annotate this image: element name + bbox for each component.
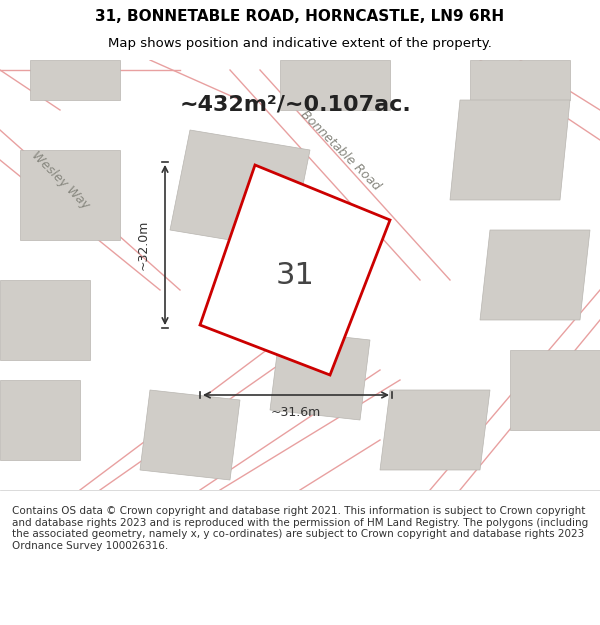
Polygon shape <box>280 60 390 110</box>
Polygon shape <box>510 350 600 430</box>
Polygon shape <box>30 60 120 100</box>
Text: 31: 31 <box>275 261 314 289</box>
Polygon shape <box>0 280 90 360</box>
Text: ~432m²/~0.107ac.: ~432m²/~0.107ac. <box>179 95 411 115</box>
Polygon shape <box>200 165 390 375</box>
Text: Wesley Way: Wesley Way <box>29 149 91 211</box>
Polygon shape <box>20 150 120 240</box>
Polygon shape <box>470 60 570 100</box>
Text: 31, BONNETABLE ROAD, HORNCASTLE, LN9 6RH: 31, BONNETABLE ROAD, HORNCASTLE, LN9 6RH <box>95 9 505 24</box>
Polygon shape <box>170 130 310 250</box>
Polygon shape <box>0 380 80 460</box>
Polygon shape <box>140 390 240 480</box>
Text: Bonnetable Road: Bonnetable Road <box>298 107 382 192</box>
Text: ~32.0m: ~32.0m <box>137 220 149 270</box>
Text: Contains OS data © Crown copyright and database right 2021. This information is : Contains OS data © Crown copyright and d… <box>12 506 588 551</box>
Polygon shape <box>270 330 370 420</box>
Polygon shape <box>380 390 490 470</box>
Text: Map shows position and indicative extent of the property.: Map shows position and indicative extent… <box>108 37 492 50</box>
Text: ~31.6m: ~31.6m <box>271 406 321 419</box>
Polygon shape <box>480 230 590 320</box>
Polygon shape <box>450 100 570 200</box>
